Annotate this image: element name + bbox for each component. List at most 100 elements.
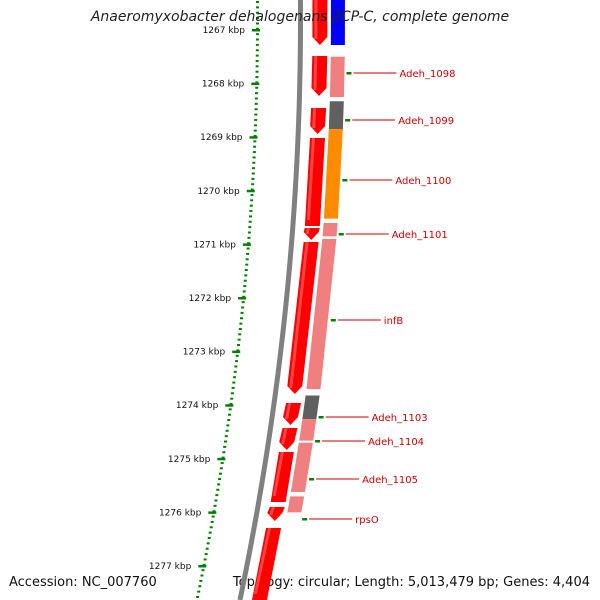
minor-tick bbox=[242, 290, 246, 293]
minor-tick bbox=[255, 22, 259, 25]
gene-label: Adeh_1103 bbox=[372, 413, 428, 424]
minor-tick bbox=[202, 563, 206, 566]
minor-tick bbox=[254, 118, 258, 121]
minor-tick bbox=[236, 349, 240, 352]
minor-tick bbox=[245, 263, 249, 266]
accession-text: Accession: NC_007760 bbox=[9, 575, 157, 590]
minor-tick bbox=[241, 306, 245, 309]
minor-tick bbox=[255, 17, 259, 20]
minor-tick bbox=[247, 236, 251, 239]
minor-tick bbox=[215, 494, 219, 497]
gene-labels: Adeh_1098 Adeh_1099 Adeh_1100 Adeh_1101 infB… bbox=[302, 69, 455, 526]
major-tick bbox=[217, 457, 226, 461]
tick-label: 1267 kbp bbox=[203, 26, 246, 36]
minor-tick bbox=[204, 553, 208, 556]
gene-block bbox=[299, 419, 317, 441]
tick-label: 1268 kbp bbox=[202, 80, 245, 90]
gene-tick bbox=[346, 72, 352, 75]
cds-highlight bbox=[269, 507, 275, 515]
minor-tick bbox=[252, 161, 256, 164]
minor-tick bbox=[254, 113, 258, 116]
minor-tick bbox=[255, 92, 259, 95]
minor-tick bbox=[247, 231, 251, 234]
minor-tick bbox=[239, 317, 243, 320]
minor-tick bbox=[197, 590, 201, 593]
cds-highlight bbox=[306, 138, 315, 220]
minor-tick bbox=[236, 344, 240, 347]
feature-block-top bbox=[330, 0, 345, 45]
minor-tick bbox=[247, 242, 251, 245]
minor-tick bbox=[243, 285, 247, 288]
gene-label: Adeh_1100 bbox=[395, 176, 451, 187]
minor-tick bbox=[243, 279, 247, 282]
minor-tick bbox=[241, 301, 245, 304]
minor-tick bbox=[235, 354, 239, 357]
cds-highlight bbox=[289, 242, 309, 388]
minor-tick bbox=[233, 370, 237, 373]
minor-tick bbox=[235, 360, 239, 363]
major-tick bbox=[238, 297, 247, 300]
minor-tick bbox=[227, 419, 231, 422]
cds-highlight bbox=[272, 452, 284, 496]
cds-highlight bbox=[253, 528, 272, 594]
cds-arrow bbox=[282, 403, 302, 425]
minor-tick bbox=[255, 43, 259, 46]
minor-tick bbox=[255, 27, 259, 30]
gene-block bbox=[329, 56, 345, 97]
gene-tick bbox=[309, 478, 315, 481]
tick-label: 1270 kbp bbox=[197, 187, 240, 197]
minor-tick bbox=[217, 483, 221, 486]
minor-tick bbox=[251, 177, 255, 180]
minor-tick bbox=[219, 467, 223, 470]
tick-label: 1271 kbp bbox=[194, 240, 237, 250]
minor-tick bbox=[255, 11, 259, 14]
minor-tick bbox=[244, 274, 248, 277]
minor-tick bbox=[255, 38, 259, 41]
minor-tick bbox=[249, 204, 253, 207]
gene-tick bbox=[338, 233, 344, 236]
tick-ruler: 1267 kbp 1268 kbp 1269 kbp 1270 kbp 1271 kbp… bbox=[149, 1, 260, 598]
minor-tick bbox=[226, 424, 230, 427]
minor-tick bbox=[242, 295, 246, 298]
gene-label: infB bbox=[384, 316, 404, 327]
gene-tick bbox=[318, 416, 324, 419]
minor-tick bbox=[234, 365, 238, 368]
major-tick bbox=[242, 243, 251, 246]
major-tick bbox=[232, 350, 241, 354]
major-tick bbox=[225, 404, 234, 407]
tick-label: 1274 kbp bbox=[176, 401, 219, 411]
minor-tick bbox=[221, 456, 225, 459]
minor-tick bbox=[245, 258, 249, 261]
minor-tick bbox=[246, 247, 250, 250]
major-tick bbox=[251, 82, 260, 86]
minor-tick bbox=[231, 386, 235, 389]
minor-tick bbox=[210, 520, 214, 523]
minor-tick bbox=[232, 381, 236, 384]
gene-label: Adeh_1104 bbox=[368, 437, 424, 448]
minor-tick bbox=[248, 226, 252, 229]
minor-tick bbox=[250, 193, 254, 196]
gene-block bbox=[323, 129, 343, 219]
minor-tick bbox=[252, 167, 256, 170]
gene-block bbox=[290, 442, 313, 493]
cds-highlight bbox=[281, 428, 288, 444]
gene-label: Adeh_1105 bbox=[362, 475, 418, 486]
minor-tick bbox=[212, 510, 216, 513]
minor-tick bbox=[230, 397, 234, 400]
map-title: Anaeromyxobacter dehalogenans 2CP-C, com… bbox=[90, 9, 510, 25]
minor-tick bbox=[251, 172, 255, 175]
cds-highlight bbox=[284, 403, 292, 419]
tick-label: 1273 kbp bbox=[183, 348, 226, 358]
gene-block bbox=[306, 239, 337, 390]
minor-tick bbox=[239, 322, 243, 325]
minor-tick bbox=[255, 59, 259, 62]
minor-tick bbox=[254, 97, 258, 100]
minor-tick bbox=[224, 435, 228, 438]
major-tick bbox=[251, 29, 260, 32]
minor-tick bbox=[198, 585, 202, 588]
minor-tick bbox=[225, 429, 229, 432]
minor-tick bbox=[250, 199, 254, 202]
minor-tick bbox=[248, 220, 252, 223]
axis-line bbox=[237, 0, 304, 600]
minor-tick bbox=[205, 547, 209, 550]
